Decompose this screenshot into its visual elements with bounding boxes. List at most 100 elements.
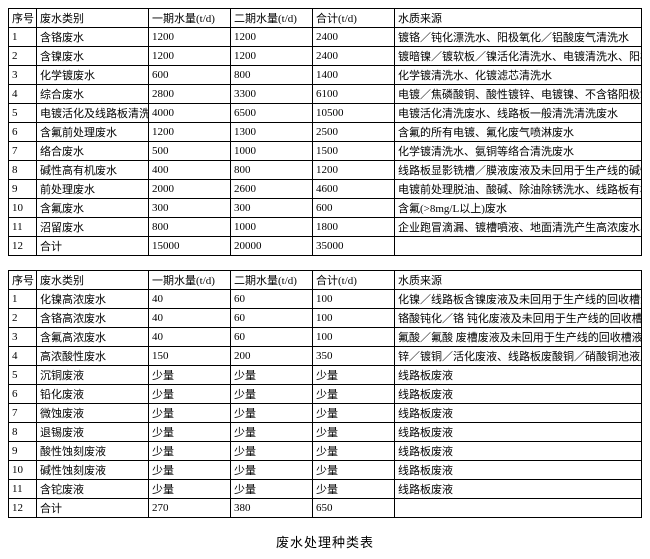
table-cell: 12 xyxy=(9,499,37,518)
table-cell: 500 xyxy=(149,142,231,161)
table-cell: 650 xyxy=(313,499,395,518)
table-row: 3化学镀废水6008001400化学镀清洗水、化镀滤芯清洗水 xyxy=(9,66,642,85)
table-cell: 含氟(>8mg/L以上)废水 xyxy=(395,199,642,218)
col-tot: 合计(t/d) xyxy=(313,9,395,28)
table-1-body: 1含铬废水120012002400镀铬／钝化漂洗水、阳极氧化／铝酸废气清洗水2含… xyxy=(9,28,642,256)
table-cell: 1400 xyxy=(313,66,395,85)
table-cell: 少量 xyxy=(313,480,395,499)
table-cell: 10 xyxy=(9,461,37,480)
table-cell: 300 xyxy=(149,199,231,218)
table-cell: 少量 xyxy=(231,423,313,442)
table-cell: 100 xyxy=(313,328,395,347)
col-idx: 序号 xyxy=(9,271,37,290)
table-cell: 60 xyxy=(231,309,313,328)
table-cell: 1 xyxy=(9,28,37,47)
table-cell: 2500 xyxy=(313,123,395,142)
table-cell: 4 xyxy=(9,85,37,104)
table-row: 10碱性蚀刻废液少量少量少量线路板废液 xyxy=(9,461,642,480)
table-row: 9前处理废水200026004600电镀前处理脱油、酸碱、除油除锈洗水、线路板有… xyxy=(9,180,642,199)
table-cell: 少量 xyxy=(313,366,395,385)
table-cell: 100 xyxy=(313,290,395,309)
table-cell: 6100 xyxy=(313,85,395,104)
table-cell: 40 xyxy=(149,309,231,328)
table-cell: 少量 xyxy=(149,442,231,461)
table-cell: 800 xyxy=(149,218,231,237)
table-cell: 微蚀废液 xyxy=(37,404,149,423)
col-cat: 废水类别 xyxy=(37,271,149,290)
wastewater-table-1: 序号 废水类别 一期水量(t/d) 二期水量(t/d) 合计(t/d) 水质来源… xyxy=(8,8,642,256)
table-cell: 化镍高浓废水 xyxy=(37,290,149,309)
table-cell: 20000 xyxy=(231,237,313,256)
table-cell: 8 xyxy=(9,423,37,442)
table-cell: 少量 xyxy=(231,461,313,480)
col-p1: 一期水量(t/d) xyxy=(149,271,231,290)
table-cell: 60 xyxy=(231,328,313,347)
table-cell: 电镀活化清洗废水、线路板一般清洗清洗废水 xyxy=(395,104,642,123)
table-cell: 5 xyxy=(9,104,37,123)
col-src: 水质来源 xyxy=(395,271,642,290)
table-cell: 化镍／线路板含镍废液及未回用于生产线的回收槽液、定期流出洗槽废水 xyxy=(395,290,642,309)
table-cell: 11 xyxy=(9,480,37,499)
table-row: 9酸性蚀刻废液少量少量少量线路板废液 xyxy=(9,442,642,461)
table-cell: 少量 xyxy=(231,480,313,499)
table-row: 4高浓酸性废水150200350锌／镀铜／活化废液、线路板废酸铜／硝酸铜池液及未… xyxy=(9,347,642,366)
table-cell: 碱性高有机废水 xyxy=(37,161,149,180)
table-cell: 镀暗镍／镀软板／镍活化清洗水、电镀清洗水、阳极氧化含镍封孔废水 xyxy=(395,47,642,66)
table-cell: 氟酸／氟酸 废槽废液及未回用于生产线的回收槽液、定期流出洗槽废水 xyxy=(395,328,642,347)
table-row: 1含铬废水120012002400镀铬／钝化漂洗水、阳极氧化／铝酸废气清洗水 xyxy=(9,28,642,47)
table-row: 2含铬高浓废水4060100铬酸钝化／铬 钝化废液及未回用于生产线的回收槽液、定… xyxy=(9,309,642,328)
table-cell: 1500 xyxy=(313,142,395,161)
table-cell: 含铊废液 xyxy=(37,480,149,499)
table-cell: 8 xyxy=(9,161,37,180)
table-row: 7络合废水50010001500化学镀清洗水、氨铜等络合清洗废水 xyxy=(9,142,642,161)
table-cell: 含铬高浓废水 xyxy=(37,309,149,328)
col-cat: 废水类别 xyxy=(37,9,149,28)
table-cell: 少量 xyxy=(313,461,395,480)
table-cell: 1800 xyxy=(313,218,395,237)
table-cell: 6500 xyxy=(231,104,313,123)
table-cell: 1200 xyxy=(231,47,313,66)
table-cell: 含氟废水 xyxy=(37,199,149,218)
table-cell: 11 xyxy=(9,218,37,237)
table-cell: 少量 xyxy=(313,385,395,404)
table-cell: 1200 xyxy=(231,28,313,47)
table-cell: 1000 xyxy=(231,142,313,161)
table-cell: 1200 xyxy=(149,123,231,142)
table-cell: 线路板废液 xyxy=(395,404,642,423)
table-cell: 化学镀清洗水、化镀滤芯清洗水 xyxy=(395,66,642,85)
table-row: 5电镀活化及线路板清洗废水4000650010500电镀活化清洗废水、线路板一般… xyxy=(9,104,642,123)
table-cell: 9 xyxy=(9,180,37,199)
table-cell: 化学镀清洗水、氨铜等络合清洗废水 xyxy=(395,142,642,161)
table-cell: 碱性蚀刻废液 xyxy=(37,461,149,480)
table-cell: 1 xyxy=(9,290,37,309)
table-row: 11沼留废水80010001800企业跑冒滴漏、镀槽噴液、地面清洗产生高浓废水、… xyxy=(9,218,642,237)
table-row: 3含氟高浓废水4060100氟酸／氟酸 废槽废液及未回用于生产线的回收槽液、定期… xyxy=(9,328,642,347)
table-cell: 2600 xyxy=(231,180,313,199)
table-cell: 2 xyxy=(9,309,37,328)
table-cell: 含镍废水 xyxy=(37,47,149,66)
table-cell: 2000 xyxy=(149,180,231,199)
table-cell: 6 xyxy=(9,123,37,142)
table-cell: 600 xyxy=(149,66,231,85)
table-cell: 1200 xyxy=(149,47,231,66)
table-cell: 电镀前处理脱油、酸碱、除油除锈洗水、线路板有机废液废水、不含氟废气喷洗淋废水 xyxy=(395,180,642,199)
table-cell: 少量 xyxy=(231,385,313,404)
table-cell: 少量 xyxy=(149,423,231,442)
table-cell: 铬酸钝化／铬 钝化废液及未回用于生产线的回收槽液、定期流出洗槽废水 xyxy=(395,309,642,328)
table-cell: 少量 xyxy=(313,404,395,423)
table-cell: 沉铜废液 xyxy=(37,366,149,385)
table-cell: 少量 xyxy=(313,442,395,461)
table-cell: 锌／镀铜／活化废液、线路板废酸铜／硝酸铜池液及未回用于生产线的回收槽液等 xyxy=(395,347,642,366)
table-cell: 化学镀废水 xyxy=(37,66,149,85)
table-cell: 少量 xyxy=(149,404,231,423)
table-cell: 9 xyxy=(9,442,37,461)
table-cell: 少量 xyxy=(231,366,313,385)
table-cell: 线路板显影铣槽／膜液废液及未回用于生产线的碱性高有机回收槽液、定期流出洗槽液 xyxy=(395,161,642,180)
table-cell: 5 xyxy=(9,366,37,385)
table-cell: 1000 xyxy=(231,218,313,237)
table-cell: 100 xyxy=(313,309,395,328)
table-cell: 线路板废液 xyxy=(395,423,642,442)
wastewater-table-2: 序号 废水类别 一期水量(t/d) 二期水量(t/d) 合计(t/d) 水质来源… xyxy=(8,270,642,518)
col-src: 水质来源 xyxy=(395,9,642,28)
table-cell: 铅化废液 xyxy=(37,385,149,404)
